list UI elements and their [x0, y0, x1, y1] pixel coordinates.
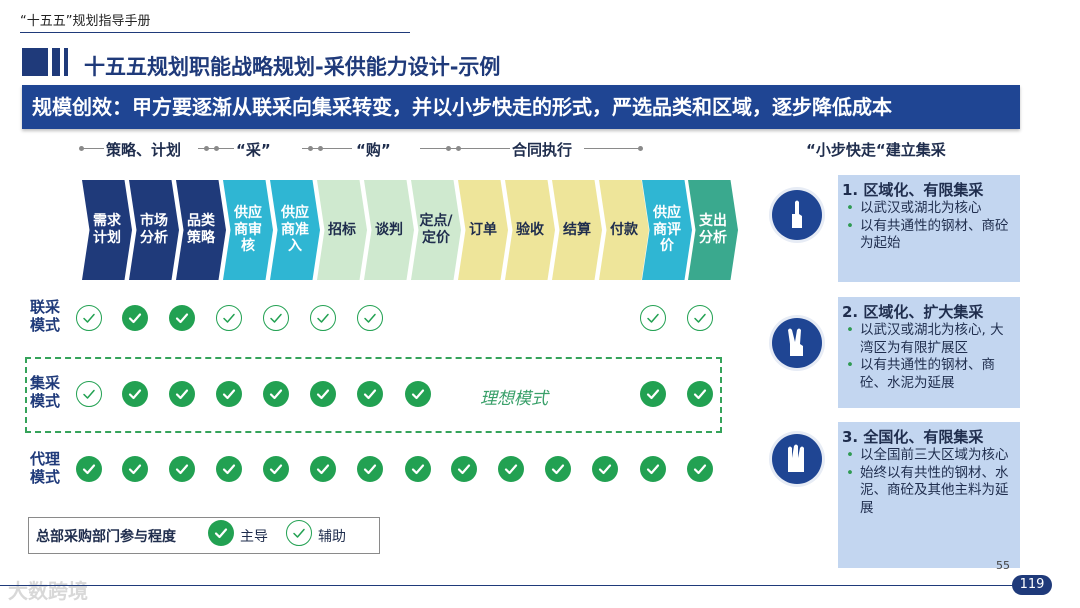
legend-assist-label: 辅助 [318, 529, 346, 545]
phase-line [302, 148, 352, 149]
hand-one-icon [772, 190, 822, 240]
phase-strategy: 策略、计划 [106, 141, 182, 159]
phase-dot [446, 146, 451, 151]
legend-box [28, 517, 380, 554]
lead-check-icon [263, 381, 289, 407]
step-settlement: 结算 [552, 180, 602, 280]
mode-label-joint: 联采模式 [30, 298, 61, 334]
card-3-item-2: • 始终以有共性的钢材、水泥、商砼及其他主料为延展 [846, 464, 1009, 516]
phase-line [420, 148, 510, 149]
lead-check-icon [122, 305, 148, 331]
step-supplier-evaluation: 供应商评价 [642, 180, 692, 280]
slide-small-number: 55 [996, 559, 1010, 572]
step-supplier-audit: 供应商审核 [223, 180, 273, 280]
lead-check-icon [216, 456, 242, 482]
strategy-card-2: 2. 区域化、扩大集采 • 以武汉或湖北为核心, 大湾区为有限扩展区 • 以有共通性… [838, 297, 1020, 408]
lead-check-icon [451, 456, 477, 482]
step-market-analysis: 市场分析 [129, 180, 179, 280]
card-1-item-1: • 以武汉或湖北为核心 [846, 200, 982, 216]
card-1-title: 1. 区域化、有限集采 [842, 181, 984, 199]
assist-check-icon [687, 305, 713, 331]
lead-check-icon [687, 456, 713, 482]
mode-label-agency: 代理模式 [30, 450, 61, 486]
lead-check-icon [357, 381, 383, 407]
strategy-card-1: 1. 区域化、有限集采 • 以武汉或湖北为核心 • 以有共通性的钢材、商砼为起始 [838, 175, 1020, 282]
lead-check-icon [169, 305, 195, 331]
lead-check-icon [545, 456, 571, 482]
lead-check-icon [405, 381, 431, 407]
phase-dot [204, 146, 209, 151]
legend-lead-icon [208, 520, 234, 546]
lead-check-icon [357, 456, 383, 482]
lead-check-icon [76, 456, 102, 482]
assist-check-icon [310, 305, 336, 331]
lead-check-icon [405, 456, 431, 482]
footer-divider [0, 585, 1020, 586]
legend-assist-icon [286, 520, 312, 546]
step-payment: 付款 [599, 180, 649, 280]
page-title: 十五五规划职能战略规划-采供能力设计-示例 [84, 55, 501, 79]
lead-check-icon [310, 456, 336, 482]
lead-check-icon [263, 456, 289, 482]
legend-lead-label: 主导 [240, 529, 268, 545]
step-negotiation: 谈判 [364, 180, 414, 280]
phase-dot [308, 146, 313, 151]
assist-check-icon [357, 305, 383, 331]
card-2-title: 2. 区域化、扩大集采 [842, 303, 984, 321]
hand-two-icon [772, 318, 822, 368]
step-pricing: 定点/定价 [411, 180, 461, 280]
strategy-card-3: 3. 全国化、有限集采 • 以全国前三大区域为核心 • 始终以有共性的钢材、水泥、商… [838, 422, 1020, 568]
phase-purchasing: “购” [356, 141, 391, 159]
hand-three-icon [772, 434, 822, 484]
card-2-item-1: • 以武汉或湖北为核心, 大湾区为有限扩展区 [846, 322, 1004, 356]
guide-divider [20, 32, 410, 33]
assist-check-icon [640, 305, 666, 331]
strategy-title: “小步快走“建立集采 [806, 141, 946, 159]
phase-line [80, 148, 104, 149]
lead-check-icon [640, 381, 666, 407]
lead-check-icon [687, 381, 713, 407]
step-order: 订单 [458, 180, 508, 280]
assist-check-icon [76, 305, 102, 331]
card-1-item-2: • 以有共通性的钢材、商砼为起始 [846, 217, 1009, 252]
step-acceptance: 验收 [505, 180, 555, 280]
phase-dot [79, 146, 84, 151]
lead-check-icon [169, 456, 195, 482]
assist-check-icon [216, 305, 242, 331]
step-supplier-admission: 供应商准入 [270, 180, 320, 280]
card-3-item-1: • 以全国前三大区域为核心 [846, 447, 1009, 463]
phase-dot [214, 146, 219, 151]
ideal-mode-box [25, 357, 722, 433]
mode-label-centralized: 集采模式 [30, 374, 61, 410]
step-demand-plan: 需求计划 [82, 180, 132, 280]
lead-check-icon [498, 456, 524, 482]
assist-check-icon [263, 305, 289, 331]
phase-dot [456, 146, 461, 151]
lead-check-icon [216, 381, 242, 407]
lead-check-icon [169, 381, 195, 407]
phase-dot [638, 146, 643, 151]
card-2-item-2: • 以有共通性的钢材、商砼、水泥为延展 [846, 357, 995, 391]
lead-check-icon [122, 381, 148, 407]
watermark: 大数跨境 [8, 579, 88, 603]
lead-check-icon [592, 456, 618, 482]
step-category-strategy: 品类策略 [176, 180, 226, 280]
guide-title: “十五五”规划指导手册 [20, 14, 151, 29]
legend-title: 总部采购部门参与程度 [36, 529, 176, 545]
lead-check-icon [122, 456, 148, 482]
assist-check-icon [76, 381, 102, 407]
step-spend-analysis: 支出分析 [688, 180, 738, 280]
phase-execution: 合同执行 [512, 141, 573, 159]
lead-check-icon [640, 456, 666, 482]
phase-sourcing: “采” [236, 141, 271, 159]
banner-headline: 规模创效：甲方要逐渐从联采向集采转变，并以小步快走的形式，严选品类和区域，逐步降… [22, 85, 1020, 129]
ideal-mode-label: 理想模式 [480, 389, 548, 409]
phase-dot [318, 146, 323, 151]
step-tender: 招标 [317, 180, 367, 280]
card-3-title: 3. 全国化、有限集采 [842, 428, 984, 446]
phase-line [584, 148, 640, 149]
lead-check-icon [310, 381, 336, 407]
page-number: 119 [1012, 575, 1052, 595]
